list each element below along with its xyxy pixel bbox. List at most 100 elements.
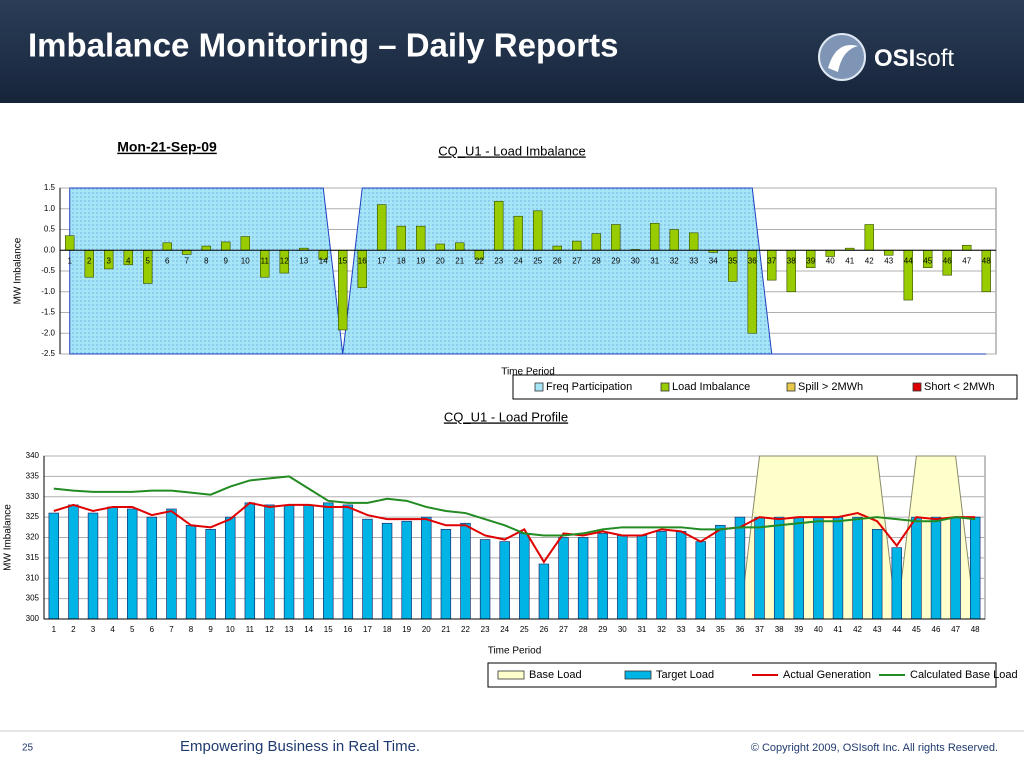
x-tick-label: 39 [794,625,803,634]
report-date: Mon-21-Sep-09 [117,139,217,155]
y-tick-label: 305 [26,594,40,603]
legend-swatch [660,382,670,392]
x-tick-label: 22 [475,256,484,265]
bar [852,516,863,620]
bar [416,225,426,251]
x-tick-label: 43 [884,256,893,265]
bar [533,210,543,251]
x-tick-label: 19 [402,625,411,634]
legend-label: Freq Participation [546,381,632,393]
copyright: © Copyright 2009, OSIsoft Inc. All right… [751,742,998,754]
x-tick-label: 47 [962,256,971,265]
x-tick-label: 21 [455,256,464,265]
bar [891,547,902,620]
x-tick-label: 1 [52,625,57,634]
legend-swatch [786,382,796,392]
bar [591,233,601,251]
bar [773,516,785,620]
x-tick-label: 17 [363,625,372,634]
bar [669,229,679,251]
x-tick-label: 45 [912,625,921,634]
x-tick-label: 4 [126,256,131,265]
x-tick-label: 38 [775,625,784,634]
x-tick-label: 28 [579,625,588,634]
bar [864,224,874,251]
bar [455,242,465,251]
x-tick-label: 48 [982,256,991,265]
y-tick-label: 340 [26,451,40,460]
bar [48,512,60,620]
x-tick-label: 44 [892,625,901,634]
bar [611,224,621,251]
x-tick-label: 7 [185,256,190,265]
bar [969,516,981,620]
bar [675,531,687,620]
bar [342,504,354,620]
bar [362,518,373,620]
x-tick-label: 37 [755,625,764,634]
bar [597,533,608,620]
bar [572,240,582,251]
x-tick-label: 5 [146,256,151,265]
bar [396,225,406,251]
bar [728,249,738,282]
x-tick-label: 31 [650,256,659,265]
bar [577,537,589,620]
x-tick-label: 29 [598,625,607,634]
legend-label: Actual Generation [783,669,871,681]
y-axis-label: MW Imbalance [13,237,24,304]
x-tick-label: 10 [241,256,250,265]
bar [460,522,471,620]
bar [636,535,648,620]
bar [519,533,530,620]
x-tick-label: 23 [494,256,503,265]
y-tick-label: 1.5 [44,183,56,192]
bar [734,516,746,620]
logo-text: OSIsoft [874,45,954,72]
x-tick-label: 33 [689,256,698,265]
legend-label: Calculated Base Load [910,669,1018,681]
bar [377,204,387,251]
legend-swatch [534,382,544,392]
bar [205,529,216,620]
bar [182,249,192,255]
x-tick-label: 35 [728,256,737,265]
x-tick-label: 4 [110,625,115,634]
x-tick-label: 24 [514,256,523,265]
bar [435,243,445,251]
logo-bold: OSI [874,45,915,72]
x-tick-label: 40 [814,625,823,634]
bar [754,516,765,620]
bar [166,508,177,620]
bar [715,524,726,620]
x-tick-label: 3 [91,625,96,634]
bar [962,244,972,251]
x-tick-label: 15 [338,256,347,265]
x-axis-label: Time Period [488,646,542,657]
x-tick-label: 12 [265,625,274,634]
x-tick-label: 2 [87,256,92,265]
x-tick-label: 1 [68,256,73,265]
x-tick-label: 16 [343,625,352,634]
y-tick-label: -2.0 [41,328,55,337]
bar [440,529,452,620]
x-tick-label: 45 [923,256,932,265]
bar [107,506,118,620]
x-tick-label: 7 [169,625,174,634]
bar [950,516,961,620]
x-tick-label: 8 [189,625,194,634]
bar [813,516,824,620]
x-tick-label: 29 [611,256,620,265]
x-tick-label: 33 [677,625,686,634]
bar [656,531,667,620]
x-tick-label: 43 [873,625,882,634]
x-tick-label: 34 [709,256,718,265]
x-tick-label: 48 [971,625,980,634]
line [53,475,976,537]
bar [162,242,172,251]
x-tick-label: 9 [208,625,213,634]
bar [499,541,510,620]
bar [401,520,412,620]
x-tick-label: 12 [280,256,289,265]
x-tick-label: 38 [787,256,796,265]
